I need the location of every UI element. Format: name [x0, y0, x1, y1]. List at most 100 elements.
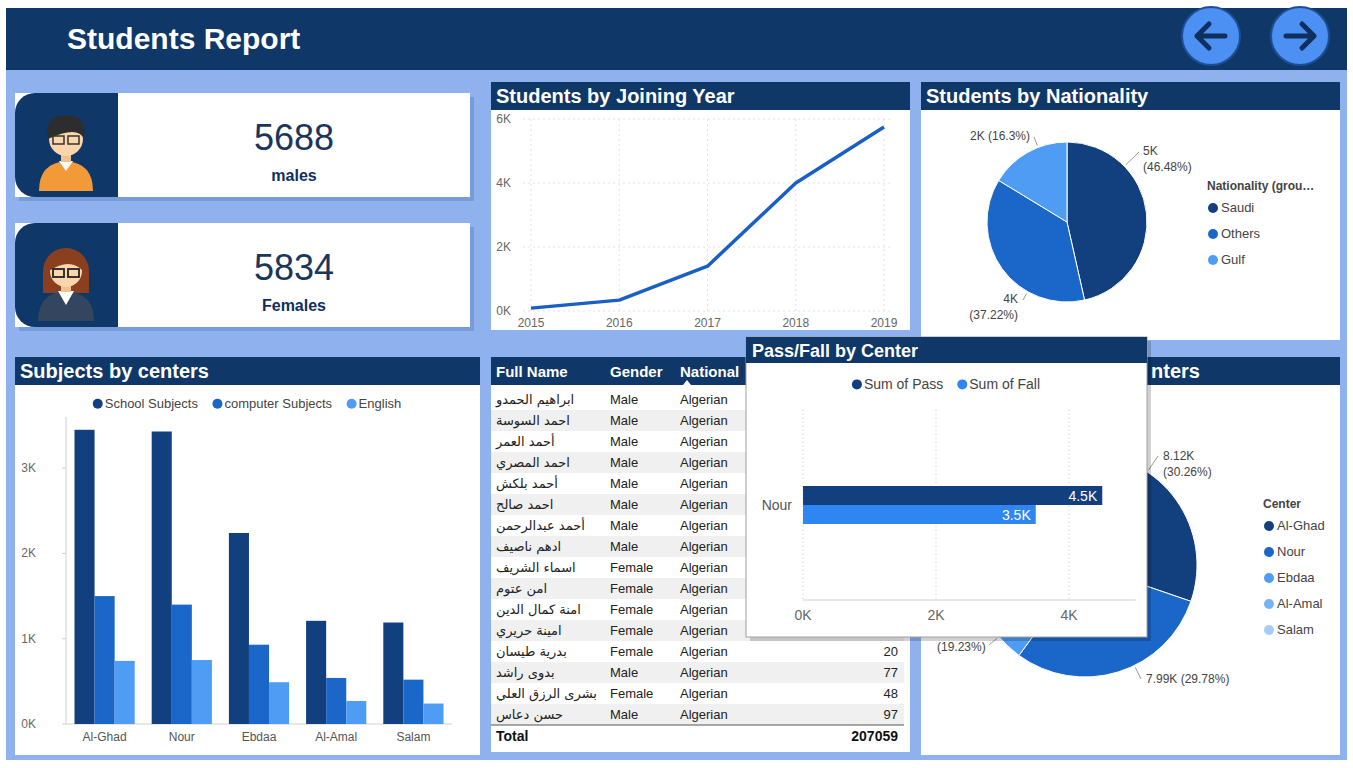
data-label-line: 5K [1143, 144, 1158, 158]
table-cell: Male [610, 665, 638, 680]
panel-bg [491, 82, 910, 330]
y-tick-label: 6K [496, 112, 511, 126]
nav-arrow[interactable] [1286, 24, 1314, 48]
pie-panel: Students by Nationality5K(46.48%)4K(37.2… [921, 82, 1340, 340]
table-cell: امينة حريري [496, 623, 562, 639]
legend-swatch [347, 399, 357, 409]
nav-arrow[interactable] [1197, 24, 1225, 48]
table-cell: Male [610, 434, 638, 449]
table-cell: Algerian [680, 497, 728, 512]
grouped-bar-panel: Subjects by centersSchool Subjectscomput… [15, 357, 480, 755]
table-cell: Algerian [680, 476, 728, 491]
tick-mark [62, 468, 66, 469]
x-tick-label: 2K [927, 607, 945, 623]
legend-swatch [1264, 573, 1274, 583]
data-line [531, 127, 884, 308]
y-tick-label: 4K [496, 176, 511, 190]
bar [403, 680, 423, 724]
x-tick-label: 2017 [694, 316, 721, 330]
bar [229, 533, 249, 724]
line-panel: Students by Joining Year0K2K4K6K20152016… [491, 82, 910, 330]
table-cell: Algerian [680, 434, 728, 449]
legend-label: Nour [1277, 544, 1306, 559]
column-header: National [680, 363, 739, 380]
data-label-line: (30.26%) [1163, 465, 1212, 479]
bar [803, 505, 1036, 524]
table-cell: Algerian [680, 602, 728, 617]
table-cell: أحمد عبدالرحمن [496, 517, 585, 534]
data-label-line: 2K (16.3%) [970, 129, 1030, 143]
plot-area [74, 430, 443, 724]
nav-button-bg[interactable] [1182, 7, 1240, 65]
data-label: 8.12K (30.26%) [1163, 449, 1212, 479]
table-cell: امنة كمال الدين [496, 602, 581, 618]
y-tick-label: 1K [21, 632, 36, 646]
icon-collar [59, 161, 73, 171]
x-axis-line [803, 600, 1136, 601]
table-cell: 20 [884, 644, 898, 659]
overlay-bg [746, 337, 1147, 637]
nav-button-bg[interactable] [1271, 7, 1329, 65]
legend-label: Others [1221, 226, 1261, 241]
data-label: 3.5K [1002, 507, 1031, 523]
data-label-line: (37.22%) [969, 308, 1018, 322]
data-label: 2K (16.3%) [970, 129, 1030, 143]
y-tick-label: 2K [21, 546, 36, 560]
legend-label: Gulf [1221, 252, 1245, 267]
bar [74, 430, 94, 724]
dashboard: Students Report5688males5834FemalesStude… [0, 0, 1353, 768]
panel-title-bar [491, 82, 910, 110]
canvas-bg [6, 8, 1347, 760]
data-label: (19.23%) [937, 640, 986, 654]
table-cell: Algerian [680, 518, 728, 533]
x-tick-label: Al-Ghad [83, 730, 127, 744]
column-header: Gender [610, 363, 663, 380]
table-cell: احمد السوسة [496, 413, 570, 429]
bar [306, 621, 326, 724]
y-axis-line [66, 417, 67, 724]
table-cell: بدرية طيسان [496, 644, 567, 660]
table-cell: Male [610, 476, 638, 491]
grid-line [523, 247, 892, 248]
card-value: 5688 [254, 117, 334, 158]
card-bg [15, 223, 470, 327]
nav-button[interactable] [1271, 7, 1329, 65]
icon-collar [58, 291, 74, 305]
panel-title: Subjects by centers [20, 360, 209, 382]
grid-line [884, 119, 885, 311]
row-bg [491, 704, 904, 725]
table-cell: احمد المصري [496, 455, 570, 471]
grid-line [531, 119, 532, 311]
x-tick-label: Nour [169, 730, 195, 744]
table-cell: Algerian [680, 623, 728, 638]
legend-label: Al-Ghad [1277, 518, 1325, 533]
overlay-visual: Pass/Fall by CenterSum of PassSum of Fal… [746, 337, 1151, 641]
table-cell: Algerian [680, 686, 728, 701]
table-cell: Algerian [680, 413, 728, 428]
page-bg [0, 0, 1353, 768]
panel-title: nters [1151, 360, 1200, 382]
card-icon-bg [15, 223, 118, 327]
table-cell: Algerian [680, 455, 728, 470]
legend-label: Ebdaa [1277, 570, 1315, 585]
data-label: 4.5K [1068, 488, 1097, 504]
table-cell: بدوى راشد [496, 665, 555, 681]
table-cell: Algerian [680, 665, 728, 680]
panel-bg [15, 357, 480, 755]
y-tick-label: 3K [21, 461, 36, 475]
legend-title: Nationality (grou… [1207, 179, 1314, 193]
table-cell: Male [610, 497, 638, 512]
data-label-line: 7.99K (29.78%) [1146, 672, 1229, 686]
icon-body [39, 161, 93, 191]
data-label-line: 8.12K [1163, 449, 1194, 463]
y-tick-label: 2K [496, 240, 511, 254]
leader-line [1023, 293, 1027, 300]
table-cell: 48 [884, 686, 898, 701]
table-cell: بشرى الرزق العلي [496, 686, 597, 702]
table-cell: Male [610, 392, 638, 407]
legend-swatch [1264, 547, 1274, 557]
nav-button[interactable] [1182, 7, 1240, 65]
leader-line [1135, 667, 1141, 679]
tick-mark [62, 553, 66, 554]
data-label-line: (19.23%) [937, 640, 986, 654]
